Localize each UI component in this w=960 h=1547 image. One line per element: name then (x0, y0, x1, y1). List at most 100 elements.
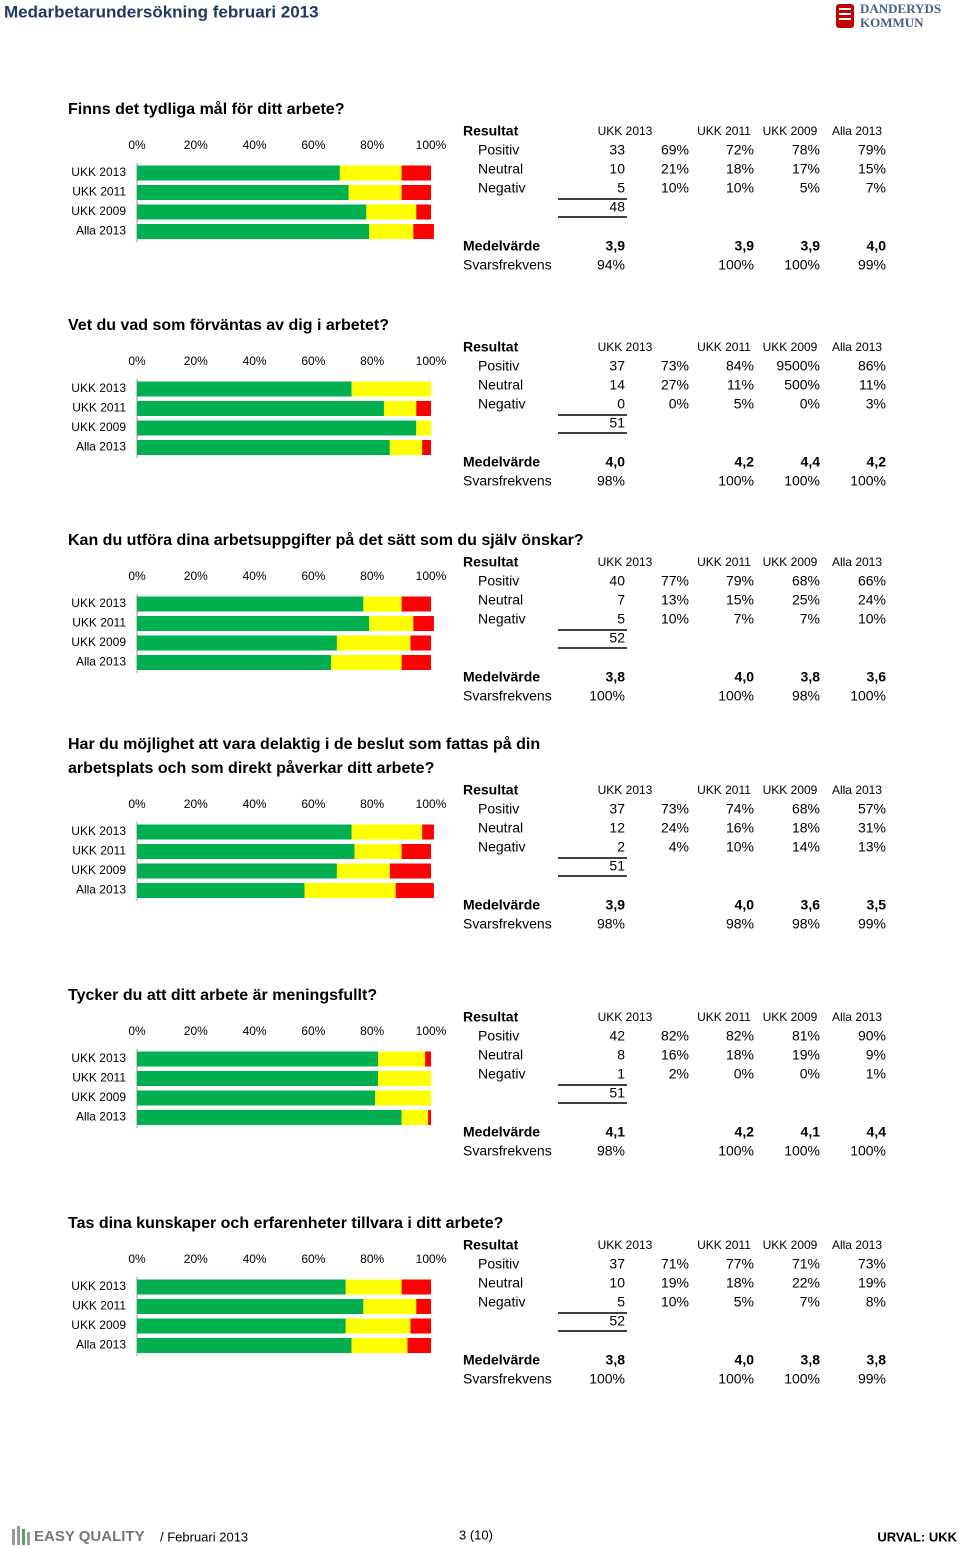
bar-segment (413, 224, 434, 239)
table-cell: 15% (858, 161, 886, 177)
table-cell: 7% (866, 180, 886, 196)
response-value: 100% (718, 1143, 754, 1159)
table-cell: 71% (661, 1256, 689, 1272)
mean-label: Medelvärde (463, 669, 540, 685)
x-tick-label: 0% (128, 1024, 146, 1038)
mean-label: Medelvärde (463, 238, 540, 254)
table-cell: 3% (866, 396, 886, 412)
y-tick-label: UKK 2009 (71, 863, 126, 877)
bar-segment (383, 401, 417, 416)
response-value: 100% (784, 257, 820, 273)
bar-segment (401, 185, 431, 200)
x-tick-label: 80% (360, 354, 384, 368)
x-tick-label: 20% (184, 138, 208, 152)
table-header: UKK 2011 (697, 1238, 751, 1252)
response-value: 98% (597, 1143, 625, 1159)
mean-value: 3,8 (606, 1352, 626, 1368)
response-value: 98% (597, 916, 625, 932)
bar-segment (425, 1051, 431, 1067)
table-cell: Neutral (478, 161, 523, 177)
y-tick-label: Alla 2013 (76, 1110, 126, 1124)
response-value: 94% (597, 257, 625, 273)
x-tick-label: 100% (416, 354, 447, 368)
footer-sample: URVAL: UKK (877, 1529, 957, 1544)
mean-value: 4,1 (801, 1124, 821, 1140)
table-cell: 7% (800, 1294, 820, 1310)
mean-value: 4,2 (735, 1124, 755, 1140)
bar-segment (369, 616, 414, 631)
bar-segment (348, 185, 402, 200)
bar-segment (422, 440, 431, 455)
table-cell: 9500% (776, 358, 820, 374)
table-cell: 72% (726, 142, 754, 158)
table-cell: 68% (792, 573, 820, 589)
y-tick-label: UKK 2013 (71, 165, 126, 179)
table-cell: 71% (792, 1256, 820, 1272)
table-cell: 77% (726, 1256, 754, 1272)
table-header: UKK 2013 (598, 555, 653, 569)
y-tick-label: UKK 2013 (71, 1279, 126, 1293)
x-tick-label: 40% (243, 1252, 267, 1266)
table-header: Resultat (463, 554, 519, 570)
x-tick-label: 80% (360, 797, 384, 811)
table-cell: 5 (617, 180, 625, 196)
bar-segment (137, 224, 370, 239)
table-cell: 79% (858, 142, 886, 158)
table-cell: 18% (726, 1047, 754, 1063)
response-label: Svarsfrekvens (463, 688, 552, 704)
table-cell: 10% (726, 839, 754, 855)
table-cell: 8 (617, 1047, 625, 1063)
bar-segment (137, 401, 384, 416)
bar-segment (389, 440, 423, 455)
bar-segment (137, 883, 305, 898)
response-value: 100% (850, 473, 886, 489)
mean-value: 4,2 (735, 454, 755, 470)
table-cell: 18% (726, 1275, 754, 1291)
table-cell: 82% (726, 1028, 754, 1044)
table-cell: 82% (661, 1028, 689, 1044)
y-tick-label: UKK 2011 (72, 401, 126, 415)
table-header: UKK 2011 (697, 555, 751, 569)
table-cell: 10% (726, 180, 754, 196)
logo-shield (836, 4, 854, 28)
table-cell: 0% (734, 1066, 754, 1082)
bar-segment (137, 863, 337, 879)
mean-label: Medelvärde (463, 1352, 540, 1368)
x-tick-label: 60% (301, 138, 325, 152)
response-value: 100% (589, 1371, 625, 1387)
table-total: 52 (609, 1313, 625, 1329)
bar-segment (137, 1299, 364, 1314)
table-total: 52 (609, 630, 625, 646)
bar-segment (137, 204, 367, 220)
bar-segment (137, 1071, 379, 1086)
footer-brand: EASY QUALITY (34, 1528, 145, 1545)
x-tick-label: 20% (184, 569, 208, 583)
table-cell: Positiv (478, 142, 519, 158)
bar-segment (351, 381, 431, 397)
bar-segment (401, 1279, 431, 1295)
mean-value: 4,4 (801, 454, 821, 470)
y-tick-label: Alla 2013 (76, 655, 126, 669)
table-cell: Neutral (478, 1275, 523, 1291)
bar-segment (410, 1318, 431, 1334)
mean-value: 3,8 (606, 669, 626, 685)
mean-label: Medelvärde (463, 454, 540, 470)
table-cell: 73% (858, 1256, 886, 1272)
mean-value: 3,5 (867, 897, 887, 913)
y-tick-label: UKK 2009 (71, 635, 126, 649)
table-cell: 37 (609, 801, 625, 817)
table-cell: 73% (661, 801, 689, 817)
bar-segment (137, 1318, 346, 1334)
bar-segment (336, 863, 390, 879)
table-cell: 0% (800, 1066, 820, 1082)
table-cell: 0% (800, 396, 820, 412)
bar-segment (363, 1299, 417, 1314)
x-tick-label: 80% (360, 1252, 384, 1266)
x-tick-label: 40% (243, 1024, 267, 1038)
table-cell: 19% (792, 1047, 820, 1063)
response-value: 98% (726, 916, 754, 932)
x-tick-label: 40% (243, 138, 267, 152)
y-tick-label: UKK 2013 (71, 381, 126, 395)
table-cell: 21% (661, 161, 689, 177)
